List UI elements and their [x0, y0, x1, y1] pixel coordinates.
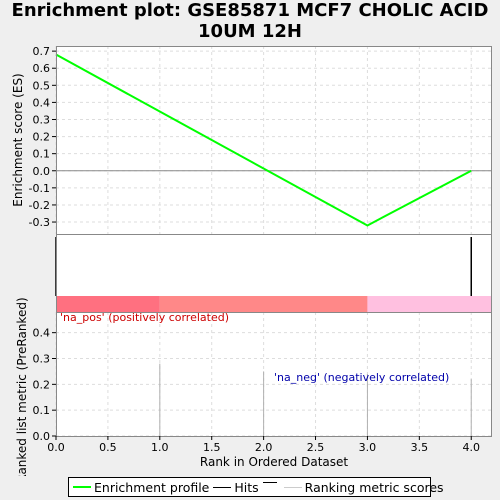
negative-correlation-label: 'na_neg' (negatively correlated) — [274, 371, 449, 384]
legend-item-hits: Hits — [213, 479, 259, 495]
x-tick-label-1: 0.5 — [99, 441, 117, 454]
enrichment-profile-line — [55, 53, 472, 227]
es-y-tick-label-7: 0.0 — [33, 165, 51, 178]
es-y-tick-label-2: 0.5 — [33, 79, 51, 92]
legend-swatch-ranking — [283, 486, 302, 488]
x-axis-label: Rank in Ordered Dataset — [200, 455, 348, 469]
legend-label-enrichment: Enrichment profile — [94, 479, 210, 495]
chart-title: Enrichment plot: GSE85871 MCF7 CHOLIC AC… — [0, 0, 500, 42]
rank-y-axis-label: Ranked list metric (PreRanked) — [15, 297, 29, 476]
legend-swatch-blank — [262, 481, 277, 483]
title-line-1: Enrichment plot: GSE85871 MCF7 CHOLIC AC… — [11, 0, 489, 21]
es-y-tick-label-8: -0.1 — [29, 182, 50, 195]
legend-item-enrichment-profile: Enrichment profile — [73, 480, 209, 495]
es-y-tick-label-3: 0.4 — [33, 96, 51, 109]
rank-y-tick-label-1: 0.1 — [33, 404, 51, 417]
x-tick-label-2: 1.0 — [151, 441, 169, 454]
legend-swatch-hits — [213, 486, 232, 488]
rank-y-tick-label-3: 0.3 — [33, 353, 51, 366]
x-tick-label-5: 2.5 — [307, 441, 325, 454]
enrichment-plot: 'na_pos' (positively correlated) 'na_neg'… — [11, 45, 492, 476]
x-tick-label-7: 3.5 — [411, 441, 429, 454]
es-y-tick-label-1: 0.6 — [33, 62, 51, 75]
legend-item-ranking-scores: Ranking metric scores — [283, 479, 444, 495]
es-y-tick-label-0: 0.7 — [33, 45, 51, 58]
rank-y-tick-label-4: 0.4 — [33, 327, 51, 340]
legend-label-ranking: Ranking metric scores — [304, 479, 444, 495]
hits-panel-background — [56, 234, 492, 296]
color-bar-segment-2 — [367, 296, 492, 312]
legend-label-hits: Hits — [234, 479, 259, 495]
es-panel-background — [56, 46, 492, 234]
es-y-tick-label-6: 0.1 — [33, 148, 51, 161]
color-bar-segment-0 — [56, 296, 160, 312]
rank-y-tick-label-0: 0.0 — [33, 430, 51, 443]
es-y-axis-label: Enrichment score (ES) — [11, 73, 25, 206]
es-y-tick-label-5: 0.2 — [33, 131, 51, 144]
rank-y-tick-label-2: 0.2 — [33, 378, 51, 391]
title-line-2: 10UM 12H — [198, 21, 302, 42]
es-y-tick-label-4: 0.3 — [33, 113, 51, 126]
x-tick-label-0: 0.0 — [47, 441, 65, 454]
color-bar-segment-1 — [159, 296, 368, 312]
x-tick-label-4: 2.0 — [255, 441, 273, 454]
x-tick-label-8: 4.0 — [462, 441, 480, 454]
x-tick-label-6: 3.0 — [359, 441, 377, 454]
legend: Enrichment profile Hits Ranking metric s… — [68, 477, 444, 497]
legend-item-blank — [262, 481, 280, 488]
legend-swatch-enrichment — [73, 486, 91, 488]
x-tick-label-3: 1.5 — [203, 441, 221, 454]
es-y-tick-label-10: -0.3 — [29, 216, 50, 229]
positive-correlation-label: 'na_pos' (positively correlated) — [60, 311, 229, 324]
rank-panel-border — [56, 312, 492, 437]
es-y-tick-label-9: -0.2 — [29, 199, 50, 212]
